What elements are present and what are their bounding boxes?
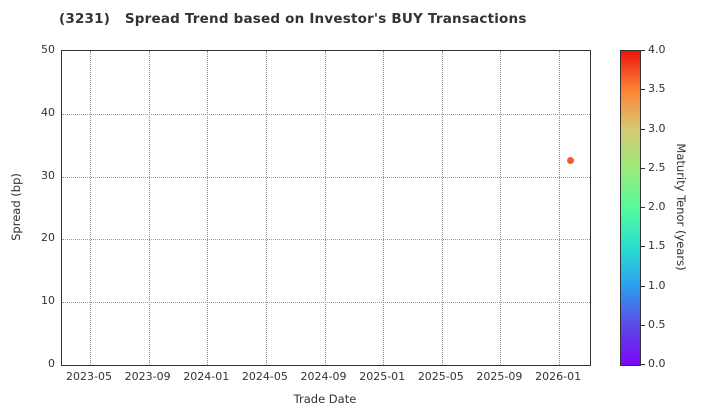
colorbar bbox=[620, 50, 641, 366]
colorbar-tick bbox=[641, 207, 645, 208]
y-gridline bbox=[62, 302, 590, 304]
colorbar-tick bbox=[641, 128, 645, 130]
x-tick-label: 2023-09 bbox=[124, 370, 171, 383]
x-gridline bbox=[265, 51, 267, 365]
x-tick-label: 2025-05 bbox=[417, 370, 464, 383]
x-gridline bbox=[148, 51, 150, 365]
x-gridline bbox=[207, 51, 209, 365]
x-tick-label: 2024-01 bbox=[183, 370, 230, 383]
x-gridline bbox=[90, 51, 91, 365]
x-tick-label: 2026-01 bbox=[535, 370, 582, 383]
colorbar-tick-label: 0.0 bbox=[648, 357, 666, 370]
colorbar-tick-label: 3.0 bbox=[648, 121, 666, 135]
x-tick-label: 2025-01 bbox=[359, 370, 406, 383]
x-tick-label: 2024-05 bbox=[241, 370, 288, 383]
colorbar-tick-label: 4.0 bbox=[648, 43, 666, 56]
colorbar-tick bbox=[641, 324, 645, 326]
x-gridline bbox=[559, 51, 561, 365]
chart-title: (3231) Spread Trend based on Investor's … bbox=[59, 11, 527, 27]
colorbar-tick bbox=[641, 167, 645, 169]
x-tick-label: 2023-05 bbox=[66, 370, 112, 383]
x-gridline bbox=[383, 51, 385, 365]
colorbar-tick-label: 0.5 bbox=[648, 317, 666, 331]
y-tick-label: 40 bbox=[41, 105, 55, 119]
x-gridline bbox=[500, 51, 502, 365]
colorbar-tick bbox=[641, 50, 645, 51]
x-gridline bbox=[441, 51, 443, 365]
y-tick-label: 0 bbox=[48, 357, 55, 370]
colorbar-tick-label: 1.5 bbox=[648, 239, 666, 253]
colorbar-tick-label: 3.5 bbox=[648, 82, 666, 96]
x-tick-label: 2024-09 bbox=[300, 370, 347, 383]
y-gridline bbox=[62, 113, 590, 115]
y-tick-label: 20 bbox=[41, 231, 55, 245]
colorbar-tick-label: 2.5 bbox=[648, 160, 666, 174]
x-tick-label: 2025-09 bbox=[476, 370, 523, 383]
y-gridline bbox=[62, 239, 590, 241]
y-tick-label: 30 bbox=[41, 168, 55, 182]
data-point bbox=[567, 156, 575, 164]
colorbar-tick bbox=[641, 364, 645, 365]
colorbar-tick-label: 1.0 bbox=[648, 278, 666, 292]
y-gridline bbox=[62, 176, 590, 178]
colorbar-tick bbox=[641, 89, 645, 91]
plot-area bbox=[61, 50, 591, 366]
x-axis-label: Trade Date bbox=[293, 392, 357, 406]
colorbar-tick bbox=[641, 285, 645, 287]
x-gridline bbox=[324, 51, 326, 365]
colorbar-tick-label: 2.0 bbox=[648, 200, 666, 213]
y-tick-label: 50 bbox=[41, 43, 55, 56]
colorbar-tick bbox=[641, 246, 645, 248]
y-tick-label: 10 bbox=[41, 294, 55, 308]
